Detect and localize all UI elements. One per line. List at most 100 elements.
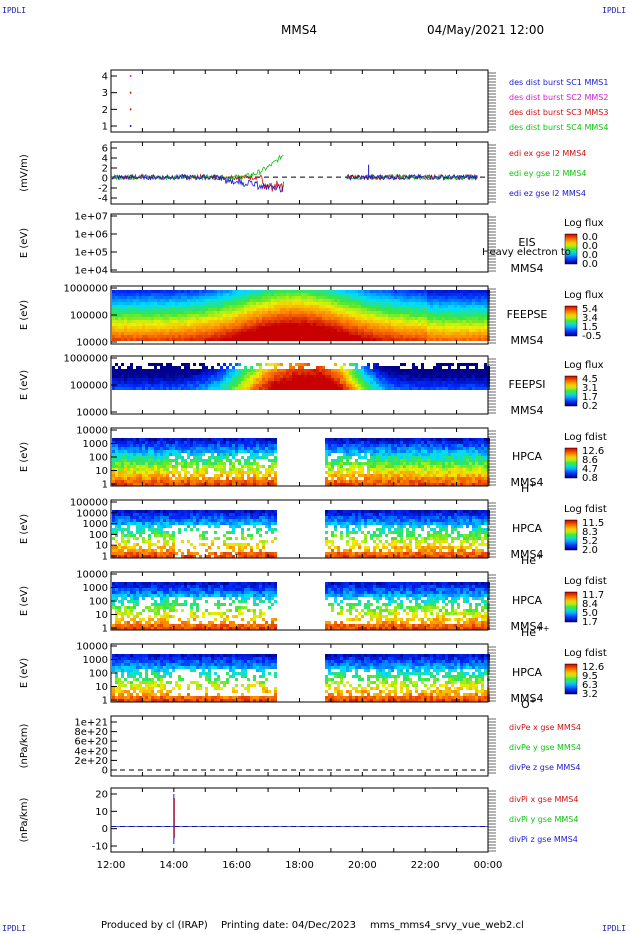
- ytick-label-eis: 1e+07: [74, 212, 108, 223]
- datetime-title: 04/May/2021 12:00: [427, 23, 545, 37]
- ytick-label-divpi: 10: [95, 807, 108, 818]
- ytick-label-des: 1: [102, 122, 108, 133]
- colorbar-hpca_o: [564, 663, 578, 695]
- colorbar-tick-feepsi: 4.5: [582, 374, 598, 385]
- ytick-label-feepse: 100000: [70, 311, 108, 322]
- spacecraft-label-feepse: MMS4: [511, 334, 544, 347]
- ytick-label-edi: 2: [102, 164, 108, 175]
- instrument-label-hpca_hepp: HPCA: [512, 594, 543, 607]
- legend-entry-divpi: divPi x gse MMS4: [509, 795, 578, 804]
- colorbar-feepse: [564, 305, 578, 337]
- ylabel-hpca_hepp: E (eV): [19, 586, 30, 616]
- spacecraft-label-eis: MMS4: [511, 262, 544, 275]
- colorbar-eis: [564, 233, 578, 265]
- ylabel-divpe: (nPa/km): [19, 724, 30, 769]
- footer-produced: Produced by cl (IRAP): [101, 920, 208, 931]
- edi-trace-2: [110, 173, 284, 193]
- edi-trace-2: [346, 173, 478, 182]
- ytick-label-edi: 0: [102, 174, 108, 185]
- species-label-hpca_h: H+: [521, 480, 536, 495]
- colorbar-hpca_h: [564, 447, 578, 479]
- legend-entry-des: des dist burst SC1 MMS1: [509, 78, 608, 87]
- ytick-label-hpca_he: 1000: [83, 519, 108, 530]
- ylabel-divpi: (nPa/km): [19, 798, 30, 843]
- colorbar-tick-hpca_h: 12.6: [582, 446, 604, 457]
- colorbar-title-eis: Log flux: [564, 218, 604, 229]
- spacecraft-label-hpca_o: MMS4: [511, 692, 544, 705]
- des-point: [129, 108, 132, 111]
- des-point: [129, 91, 132, 94]
- colorbar-tick-hpca_o: 6.3: [582, 680, 598, 691]
- spacecraft-label-hpca_hepp: MMS4: [511, 620, 544, 633]
- instrument-label-hpca_he: HPCA: [512, 522, 543, 535]
- ytick-label-hpca_hepp: 1: [102, 624, 108, 635]
- species-charge-hpca_hepp: ++: [536, 624, 549, 633]
- panel-frame-divpi: [110, 787, 489, 853]
- colorbar-tick-feepsi: 1.7: [582, 392, 598, 403]
- colorbar-tick-feepse: 1.5: [582, 322, 598, 333]
- ytick-label-divpe: 6e+20: [74, 737, 108, 748]
- legend-entry-des: des dist burst SC2 MMS2: [509, 93, 608, 102]
- panel-frame-des: [110, 69, 489, 133]
- colorbar-tick-hpca_h: 0.8: [582, 473, 598, 484]
- colorbar-hpca_hepp: [564, 591, 578, 623]
- ytick-label-hpca_o: 1: [102, 696, 108, 707]
- time-axis-label: 14:00: [159, 860, 188, 871]
- colorbar-tick-hpca_he: 2.0: [582, 545, 598, 556]
- eis-overlay-text: Heavy electron to: [482, 247, 571, 258]
- footer-printing-date: Printing date: 04/Dec/2023: [221, 920, 357, 931]
- legend-entry-edi: edi ey gse l2 MMS4: [509, 169, 587, 178]
- instrument-label-hpca_o: HPCA: [512, 666, 543, 679]
- ytick-label-hpca_h: 1: [102, 480, 108, 491]
- spacecraft-title: MMS4: [281, 23, 317, 37]
- ylabel-feepse: E (eV): [19, 300, 30, 330]
- heatmap-hpca_h: [112, 438, 490, 486]
- ytick-label-feepsi: 1000000: [63, 354, 108, 365]
- ytick-label-eis: 1e+04: [74, 266, 108, 277]
- ytick-label-des: 4: [102, 72, 108, 83]
- legend-entry-edi: edi ez gse l2 MMS4: [509, 189, 586, 198]
- colorbar-tick-hpca_o: 12.6: [582, 662, 604, 673]
- spacecraft-label-feepsi: MMS4: [511, 404, 544, 417]
- time-axis-label: 12:00: [97, 860, 126, 871]
- colorbar-tick-hpca_he: 5.2: [582, 536, 598, 547]
- ytick-label-hpca_hepp: 10000: [76, 570, 108, 581]
- colorbar-title-feepsi: Log flux: [564, 360, 604, 371]
- colorbar-tick-feepsi: 0.2: [582, 401, 598, 412]
- legend-entry-divpe: divPe z gse MMS4: [509, 763, 580, 772]
- corner-label-tr: IPDLI: [602, 6, 627, 15]
- time-axis-label: 16:00: [222, 860, 251, 871]
- ytick-label-hpca_he: 100: [89, 530, 108, 541]
- colorbar-tick-hpca_o: 3.2: [582, 689, 598, 700]
- des-point: [129, 125, 132, 127]
- ylabel-eis: E (eV): [19, 228, 30, 258]
- ytick-label-des: 3: [102, 88, 108, 99]
- ytick-label-divpe: 8e+20: [74, 727, 108, 738]
- heatmap-hpca_hepp: [112, 582, 490, 630]
- spacecraft-label-hpca_he: MMS4: [511, 548, 544, 561]
- species-label-hpca_hepp: He++: [521, 624, 549, 639]
- ylabel-hpca_o: E (eV): [19, 658, 30, 688]
- ylabel-hpca_he: E (eV): [19, 514, 30, 544]
- ytick-label-hpca_o: 10: [95, 682, 108, 693]
- colorbar-tick-hpca_hepp: 8.4: [582, 599, 598, 610]
- species-charge-hpca_o: +: [530, 696, 537, 705]
- ytick-label-hpca_he: 10000: [76, 508, 108, 519]
- colorbar-hpca_he: [564, 519, 578, 551]
- colorbar-tick-feepse: 3.4: [582, 313, 598, 324]
- corner-label-br: IPDLI: [602, 924, 627, 933]
- ytick-label-edi: 4: [102, 154, 108, 165]
- ytick-label-divpe: 1e+21: [74, 718, 108, 729]
- ytick-label-divpe: 0: [102, 766, 108, 777]
- ylabel-feepsi: E (eV): [19, 370, 30, 400]
- colorbar-feepsi: [564, 375, 578, 407]
- heatmap-hpca_o: [112, 654, 490, 702]
- des-point: [129, 75, 132, 77]
- colorbar-title-hpca_h: Log fdist: [564, 432, 607, 443]
- species-label-hpca_o: O+: [521, 696, 536, 711]
- ytick-label-hpca_o: 1000: [83, 655, 108, 666]
- ytick-label-divpe: 2e+20: [74, 756, 108, 767]
- colorbar-tick-hpca_hepp: 5.0: [582, 608, 598, 619]
- ytick-label-feepse: 1000000: [63, 284, 108, 295]
- colorbar-tick-hpca_h: 8.6: [582, 455, 598, 466]
